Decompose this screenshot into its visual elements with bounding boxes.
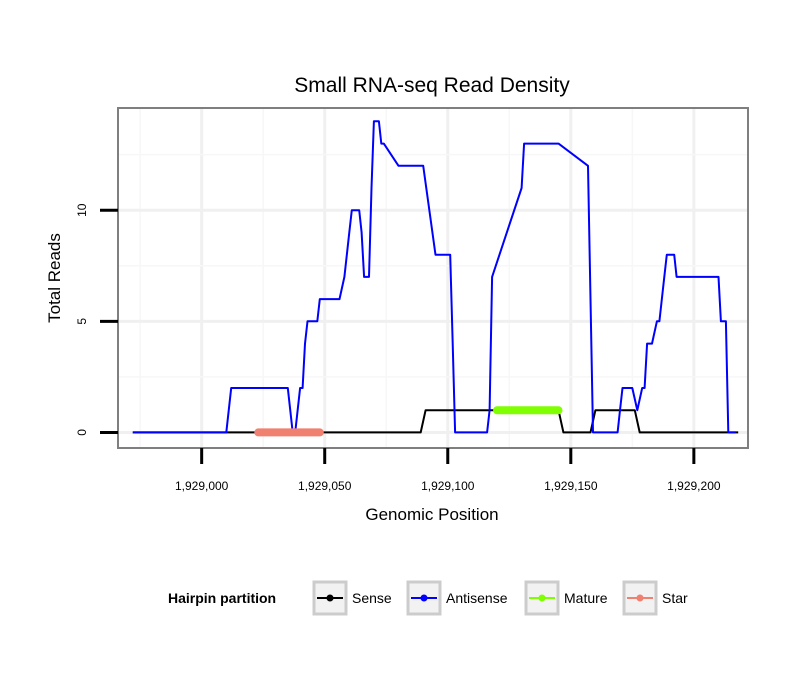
x-tick-label: 1,929,150 <box>544 479 598 493</box>
y-axis: 0 5 10 <box>75 203 118 436</box>
x-tick-label: 1,929,200 <box>667 479 721 493</box>
y-tick-label: 5 <box>75 318 89 325</box>
x-tick-label: 1,929,050 <box>298 479 352 493</box>
legend: Hairpin partition Sense Antisense Mature St… <box>168 580 688 616</box>
legend-label-antisense: Antisense <box>446 590 508 606</box>
x-axis: 1,929,000 1,929,050 1,929,100 1,929,150 1,92… <box>175 448 721 493</box>
x-tick-label: 1,929,100 <box>421 479 475 493</box>
chart-title: Small RNA-seq Read Density <box>294 74 570 97</box>
series-line-sense <box>132 409 739 434</box>
y-tick-label: 10 <box>75 203 89 217</box>
y-tick-label: 0 <box>75 429 89 436</box>
y-axis-title: Total Reads <box>45 233 64 323</box>
legend-key-point <box>420 594 428 602</box>
series-line-antisense <box>132 120 736 434</box>
grid <box>118 108 748 448</box>
legend-key-point <box>538 594 546 602</box>
x-tick-label: 1,929,000 <box>175 479 229 493</box>
legend-title: Hairpin partition <box>168 590 276 606</box>
legend-key-point <box>636 594 644 602</box>
legend-key-point <box>326 594 334 602</box>
x-axis-title: Genomic Position <box>365 505 498 524</box>
plot-panel <box>117 107 749 449</box>
legend-label-star: Star <box>662 590 688 606</box>
series-group <box>132 120 739 437</box>
legend-label-sense: Sense <box>352 590 392 606</box>
legend-label-mature: Mature <box>564 590 608 606</box>
